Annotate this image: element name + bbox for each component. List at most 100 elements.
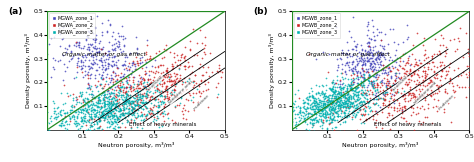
Point — [131, 94, 139, 97]
Point — [108, 112, 115, 115]
Point — [88, 93, 95, 96]
Point — [387, 70, 395, 72]
Point — [140, 103, 147, 106]
Point — [415, 80, 422, 83]
Point — [97, 84, 104, 87]
Point — [332, 102, 340, 104]
Point — [82, 38, 90, 41]
Point — [319, 104, 327, 106]
Point — [100, 90, 107, 93]
Point — [403, 24, 411, 27]
Point — [100, 110, 107, 112]
Point — [312, 100, 319, 103]
Point — [418, 75, 426, 77]
Point — [399, 112, 406, 115]
Point — [135, 99, 142, 102]
Point — [355, 108, 362, 111]
Point — [378, 127, 386, 130]
Point — [138, 100, 146, 103]
Point — [111, 37, 118, 40]
Point — [381, 103, 389, 106]
Point — [80, 121, 87, 124]
Point — [234, 46, 242, 49]
Point — [450, 37, 458, 40]
Point — [331, 106, 338, 108]
Point — [359, 100, 367, 103]
Point — [326, 112, 334, 115]
Point — [403, 82, 410, 85]
Point — [340, 102, 348, 105]
Point — [74, 110, 82, 112]
Point — [200, 74, 207, 76]
Point — [58, 119, 66, 122]
Point — [357, 83, 365, 86]
Point — [378, 110, 386, 113]
Point — [103, 103, 110, 105]
Point — [104, 65, 112, 67]
Point — [323, 95, 330, 98]
Point — [173, 93, 180, 96]
Point — [63, 132, 70, 134]
Point — [365, 36, 373, 39]
Point — [368, 90, 376, 93]
Point — [319, 102, 327, 105]
Point — [378, 54, 386, 57]
Point — [325, 113, 332, 115]
Point — [330, 92, 337, 95]
Point — [321, 106, 328, 108]
Point — [168, 65, 176, 68]
Point — [93, 15, 101, 18]
Point — [185, 77, 192, 79]
Point — [162, 76, 169, 78]
Point — [369, 83, 376, 85]
Point — [372, 39, 379, 42]
Point — [113, 66, 120, 69]
Point — [333, 92, 341, 95]
Point — [125, 99, 133, 101]
Point — [37, 52, 45, 55]
Point — [104, 89, 112, 91]
Point — [158, 57, 166, 60]
Point — [344, 100, 352, 102]
Point — [349, 83, 357, 86]
Point — [369, 69, 376, 72]
Point — [359, 75, 366, 78]
Point — [146, 109, 154, 112]
Point — [310, 104, 318, 106]
Point — [348, 102, 356, 105]
Point — [116, 86, 123, 88]
Point — [99, 113, 106, 116]
Point — [341, 96, 349, 98]
Point — [107, 78, 115, 81]
Point — [94, 126, 102, 129]
Point — [157, 103, 165, 105]
Point — [114, 102, 121, 105]
Point — [120, 108, 128, 110]
Point — [150, 117, 157, 120]
Text: structural: structural — [392, 75, 409, 92]
Point — [116, 88, 124, 90]
Point — [400, 52, 407, 55]
Point — [100, 106, 108, 109]
Point — [98, 87, 106, 89]
Point — [409, 53, 416, 56]
Point — [105, 56, 112, 59]
Point — [343, 60, 351, 63]
Point — [385, 104, 392, 106]
Point — [310, 118, 318, 121]
Point — [441, 55, 449, 58]
Point — [389, 27, 396, 30]
Point — [79, 47, 87, 50]
Point — [32, 125, 39, 128]
Point — [95, 125, 103, 128]
Point — [444, 70, 452, 73]
Point — [64, 123, 71, 125]
Point — [322, 106, 329, 108]
Point — [362, 67, 370, 70]
Point — [292, 124, 299, 126]
Point — [89, 106, 96, 109]
Point — [74, 52, 82, 55]
Point — [326, 100, 333, 102]
Point — [57, 92, 65, 94]
Point — [106, 117, 114, 120]
